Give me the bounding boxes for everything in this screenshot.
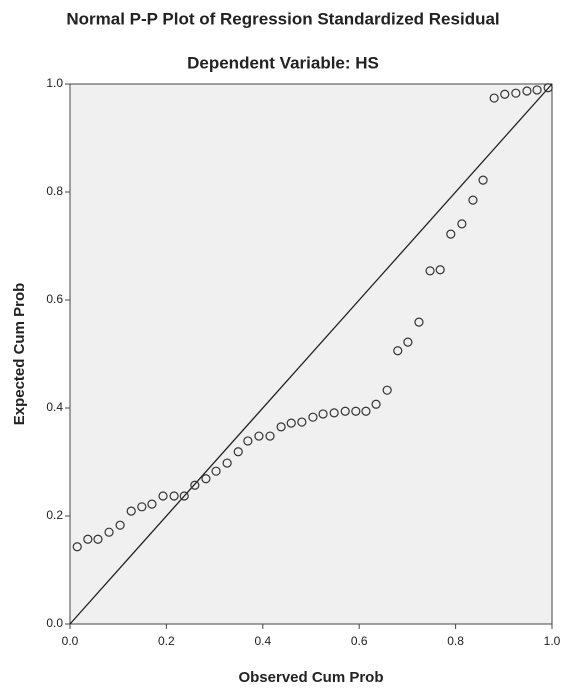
y-tick-label: 0.8 xyxy=(46,184,63,198)
y-tick-label: 0.2 xyxy=(46,508,63,522)
x-tick-label: 0.0 xyxy=(62,634,79,648)
chart-subtitle: Dependent Variable: HS xyxy=(187,53,379,72)
chart-title: Normal P-P Plot of Regression Standardiz… xyxy=(66,9,499,28)
y-tick-label: 0.6 xyxy=(46,292,63,306)
y-tick-label: 0.4 xyxy=(46,400,63,414)
y-axis-label: Expected Cum Prob xyxy=(11,283,28,426)
x-tick-label: 0.8 xyxy=(447,634,464,648)
x-tick-label: 1.0 xyxy=(544,634,561,648)
x-tick-label: 0.6 xyxy=(351,634,368,648)
y-tick-label: 1.0 xyxy=(46,76,63,90)
y-tick-label: 0.0 xyxy=(46,616,63,630)
x-tick-label: 0.2 xyxy=(158,634,175,648)
x-tick-label: 0.4 xyxy=(254,634,271,648)
chart: Normal P-P Plot of Regression Standardiz… xyxy=(0,0,566,690)
x-axis-label: Observed Cum Prob xyxy=(238,669,383,686)
